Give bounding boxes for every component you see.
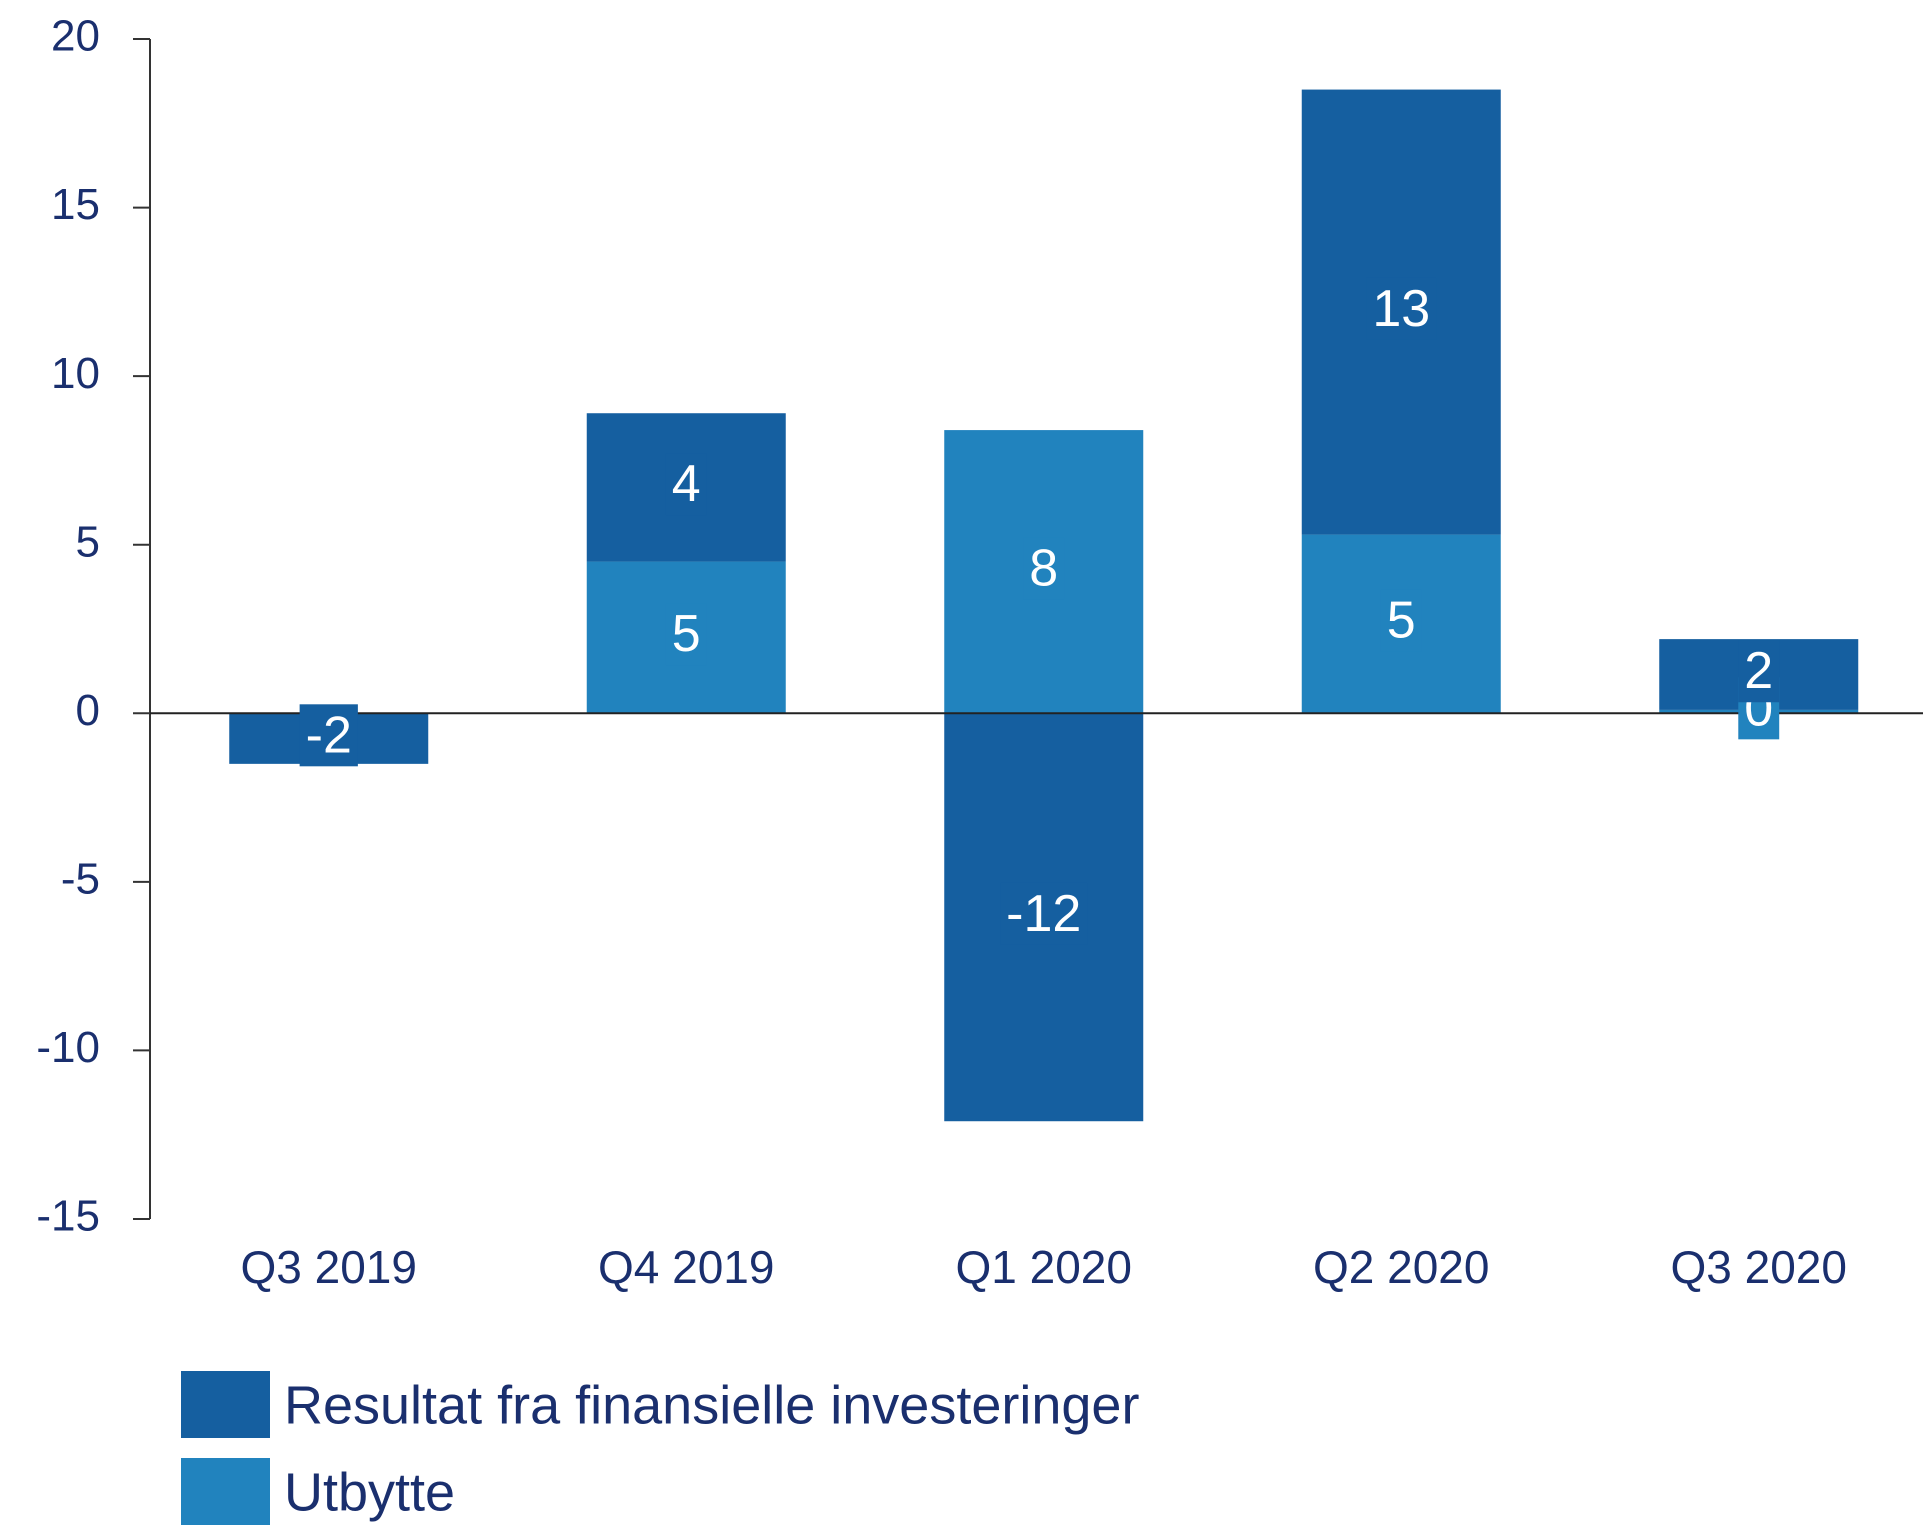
x-tick-label: Q3 2020 [1671, 1241, 1847, 1293]
data-label: -2 [306, 706, 352, 764]
legend-label: Utbytte [284, 1462, 455, 1522]
y-tick-label: 10 [51, 349, 100, 398]
data-label: 2 [1744, 642, 1773, 700]
data-label: 13 [1372, 280, 1430, 338]
x-tick-label: Q3 2019 [241, 1241, 417, 1293]
data-label-bg [299, 704, 358, 767]
data-label: 5 [1387, 592, 1416, 650]
data-label: 5 [672, 605, 701, 663]
data-label-bg [1023, 537, 1065, 600]
y-tick-label: 5 [76, 517, 100, 566]
data-label-bg [665, 603, 707, 666]
x-tick-label: Q1 2020 [956, 1241, 1132, 1293]
y-tick-label: -10 [36, 1023, 100, 1072]
y-tick-label: 0 [76, 686, 100, 735]
data-label-bg [665, 453, 707, 516]
legend-swatch [181, 1371, 270, 1438]
x-tick-label: Q2 2020 [1313, 1241, 1489, 1293]
data-label-bg [1000, 882, 1088, 945]
data-label-bg [1380, 589, 1422, 652]
y-tick-label: -15 [36, 1192, 100, 1241]
data-label-bg [1738, 640, 1780, 703]
legend-label: Resultat fra finansielle investeringer [284, 1375, 1139, 1435]
data-label: 8 [1029, 539, 1058, 597]
y-tick-label: 15 [51, 180, 100, 229]
legend-swatch [181, 1458, 270, 1525]
y-tick-label: -5 [61, 854, 100, 903]
x-tick-label: Q4 2019 [598, 1241, 774, 1293]
data-label: -12 [1006, 885, 1081, 943]
data-label-bg [1366, 277, 1437, 340]
data-label: 4 [672, 455, 701, 513]
y-tick-label: 20 [51, 12, 100, 61]
